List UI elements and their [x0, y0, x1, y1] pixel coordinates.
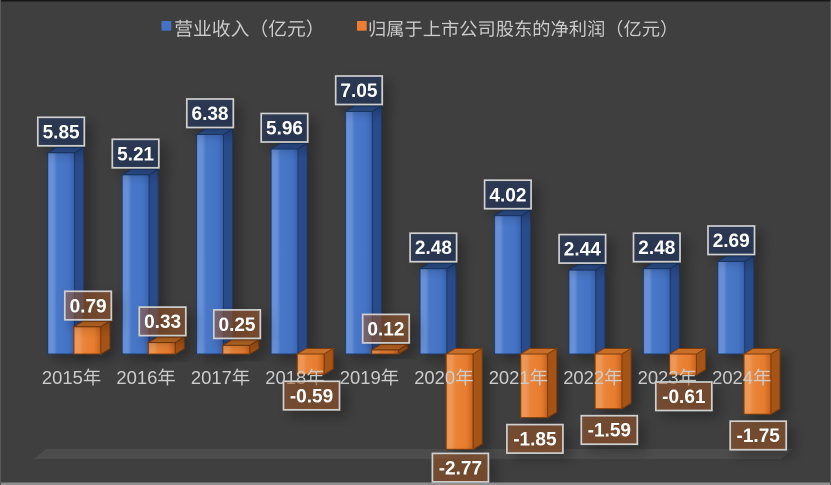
svg-text:5.96: 5.96	[266, 119, 303, 140]
svg-text:-1.85: -1.85	[513, 430, 557, 451]
svg-text:7.05: 7.05	[340, 81, 377, 102]
svg-text:6.38: 6.38	[192, 104, 229, 125]
svg-text:2020: 2020	[414, 367, 455, 388]
svg-text:5.21: 5.21	[117, 144, 154, 165]
svg-text:2022: 2022	[563, 367, 604, 388]
svg-text:-1.59: -1.59	[588, 421, 631, 442]
svg-text:2.44: 2.44	[564, 240, 601, 261]
svg-text:-0.61: -0.61	[662, 387, 706, 408]
svg-text:-0.59: -0.59	[290, 386, 333, 407]
svg-text:2.69: 2.69	[713, 231, 750, 252]
svg-text:2019: 2019	[340, 367, 381, 388]
svg-text:2.48: 2.48	[415, 238, 452, 259]
svg-text:0.25: 0.25	[219, 315, 256, 336]
svg-text:0.79: 0.79	[70, 296, 107, 317]
svg-text:2.48: 2.48	[638, 238, 675, 259]
svg-text:-1.75: -1.75	[737, 426, 781, 447]
svg-text:5.85: 5.85	[43, 122, 80, 143]
svg-text:4.02: 4.02	[489, 185, 526, 206]
svg-text:2017: 2017	[191, 367, 232, 388]
svg-text:0.33: 0.33	[144, 312, 181, 333]
svg-text:2016: 2016	[116, 367, 157, 388]
svg-text:0.12: 0.12	[367, 319, 404, 340]
svg-text:-2.77: -2.77	[439, 458, 482, 479]
svg-text:2024: 2024	[712, 367, 753, 388]
svg-text:2015: 2015	[42, 367, 83, 388]
svg-text:2021: 2021	[489, 367, 530, 388]
